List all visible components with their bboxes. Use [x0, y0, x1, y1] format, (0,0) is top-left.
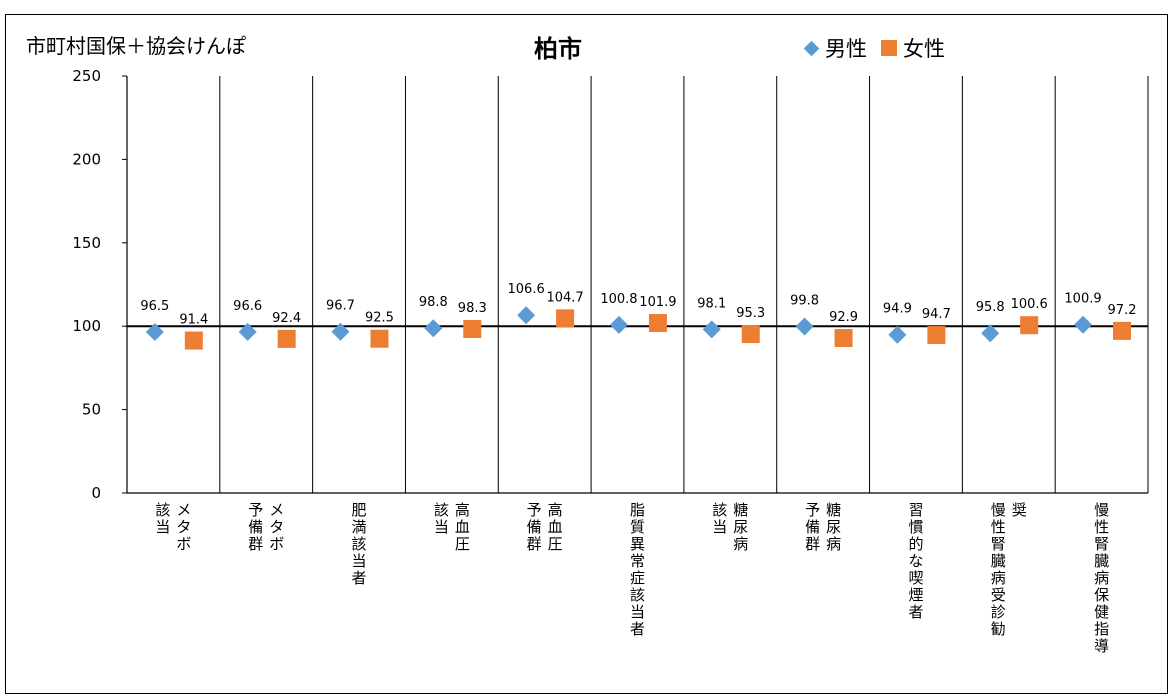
point-male	[609, 315, 628, 334]
x-category-label: 脂質異常症該当者	[630, 501, 645, 638]
x-category-label: 高血圧	[455, 501, 470, 553]
x-category-label: 習慣的な喫煙者	[908, 501, 923, 621]
x-category-label: 予備群	[527, 501, 542, 553]
x-category-label: 高血圧	[548, 501, 563, 553]
point-female	[927, 326, 946, 345]
x-category-label: 予備群	[248, 501, 263, 553]
data-label-male: 106.6	[508, 282, 545, 297]
corner-label: 市町村国保＋協会けんぽ	[26, 34, 246, 58]
x-category-label: 肥満該当者	[352, 501, 367, 587]
x-category-label: 奨	[1012, 501, 1027, 519]
y-tick-label: 100	[72, 317, 101, 335]
point-male	[1074, 315, 1093, 334]
data-label-male: 96.7	[326, 299, 355, 314]
data-label-male: 96.5	[140, 299, 169, 314]
point-female	[184, 331, 203, 350]
point-female	[370, 329, 389, 348]
legend-label-female: 女性	[903, 37, 945, 61]
x-category-label: 該当	[712, 501, 727, 536]
point-male	[702, 320, 721, 339]
data-label-female: 104.7	[546, 290, 583, 305]
legend-item-female: 女性	[881, 33, 945, 63]
x-category-label: 慢性腎臓病保健指導	[1094, 501, 1109, 655]
data-label-male: 95.8	[976, 300, 1005, 315]
point-male	[795, 317, 814, 336]
data-label-female: 91.4	[179, 313, 208, 328]
legend-label-male: 男性	[825, 37, 867, 61]
point-male	[145, 323, 164, 342]
data-label-female: 94.7	[922, 307, 951, 322]
point-female	[834, 329, 853, 348]
data-label-male: 100.9	[1064, 292, 1101, 307]
data-label-female: 97.2	[1108, 303, 1137, 318]
legend: 男性 女性	[803, 33, 959, 63]
x-category-label: 該当	[434, 501, 449, 536]
y-tick-label: 250	[72, 67, 101, 85]
point-female	[1113, 321, 1132, 340]
legend-square-icon	[881, 40, 897, 56]
y-tick-label: 0	[91, 484, 101, 502]
x-category-label: 予備群	[805, 501, 820, 553]
x-category-label: メタボ	[269, 501, 284, 553]
data-label-female: 101.9	[639, 295, 676, 310]
x-category-label: 糖尿病	[826, 501, 841, 553]
chart-title: 柏市	[534, 35, 582, 63]
x-category-label: 糖尿病	[733, 501, 748, 553]
point-female	[463, 320, 482, 339]
point-female	[741, 325, 760, 344]
data-label-male: 98.8	[419, 295, 448, 310]
data-label-female: 92.9	[829, 310, 858, 325]
point-male	[331, 322, 350, 341]
point-female	[1020, 316, 1039, 335]
data-label-male: 98.1	[697, 296, 726, 311]
y-tick-label: 150	[72, 234, 101, 252]
data-label-female: 92.4	[272, 311, 301, 326]
point-male	[888, 325, 907, 344]
y-tick-label: 200	[72, 150, 101, 168]
point-female	[556, 309, 575, 328]
data-label-female: 95.3	[736, 306, 765, 321]
x-category-label: 該当	[155, 501, 170, 536]
data-label-female: 98.3	[458, 301, 487, 316]
point-male	[981, 324, 1000, 343]
point-female	[277, 329, 296, 348]
data-label-male: 96.6	[233, 299, 262, 314]
data-label-male: 100.8	[600, 292, 637, 307]
point-male	[517, 306, 536, 325]
data-label-female: 92.5	[365, 311, 394, 326]
legend-item-male: 男性	[803, 33, 867, 63]
data-label-female: 100.6	[1011, 297, 1048, 312]
point-female	[648, 314, 667, 333]
data-label-male: 99.8	[790, 294, 819, 309]
x-category-label: 慢性腎臓病受診勧	[991, 501, 1006, 638]
point-male	[238, 322, 257, 341]
x-category-label: メタボ	[176, 501, 191, 553]
data-label-male: 94.9	[883, 302, 912, 317]
y-tick-label: 50	[82, 401, 101, 419]
point-male	[424, 319, 443, 338]
